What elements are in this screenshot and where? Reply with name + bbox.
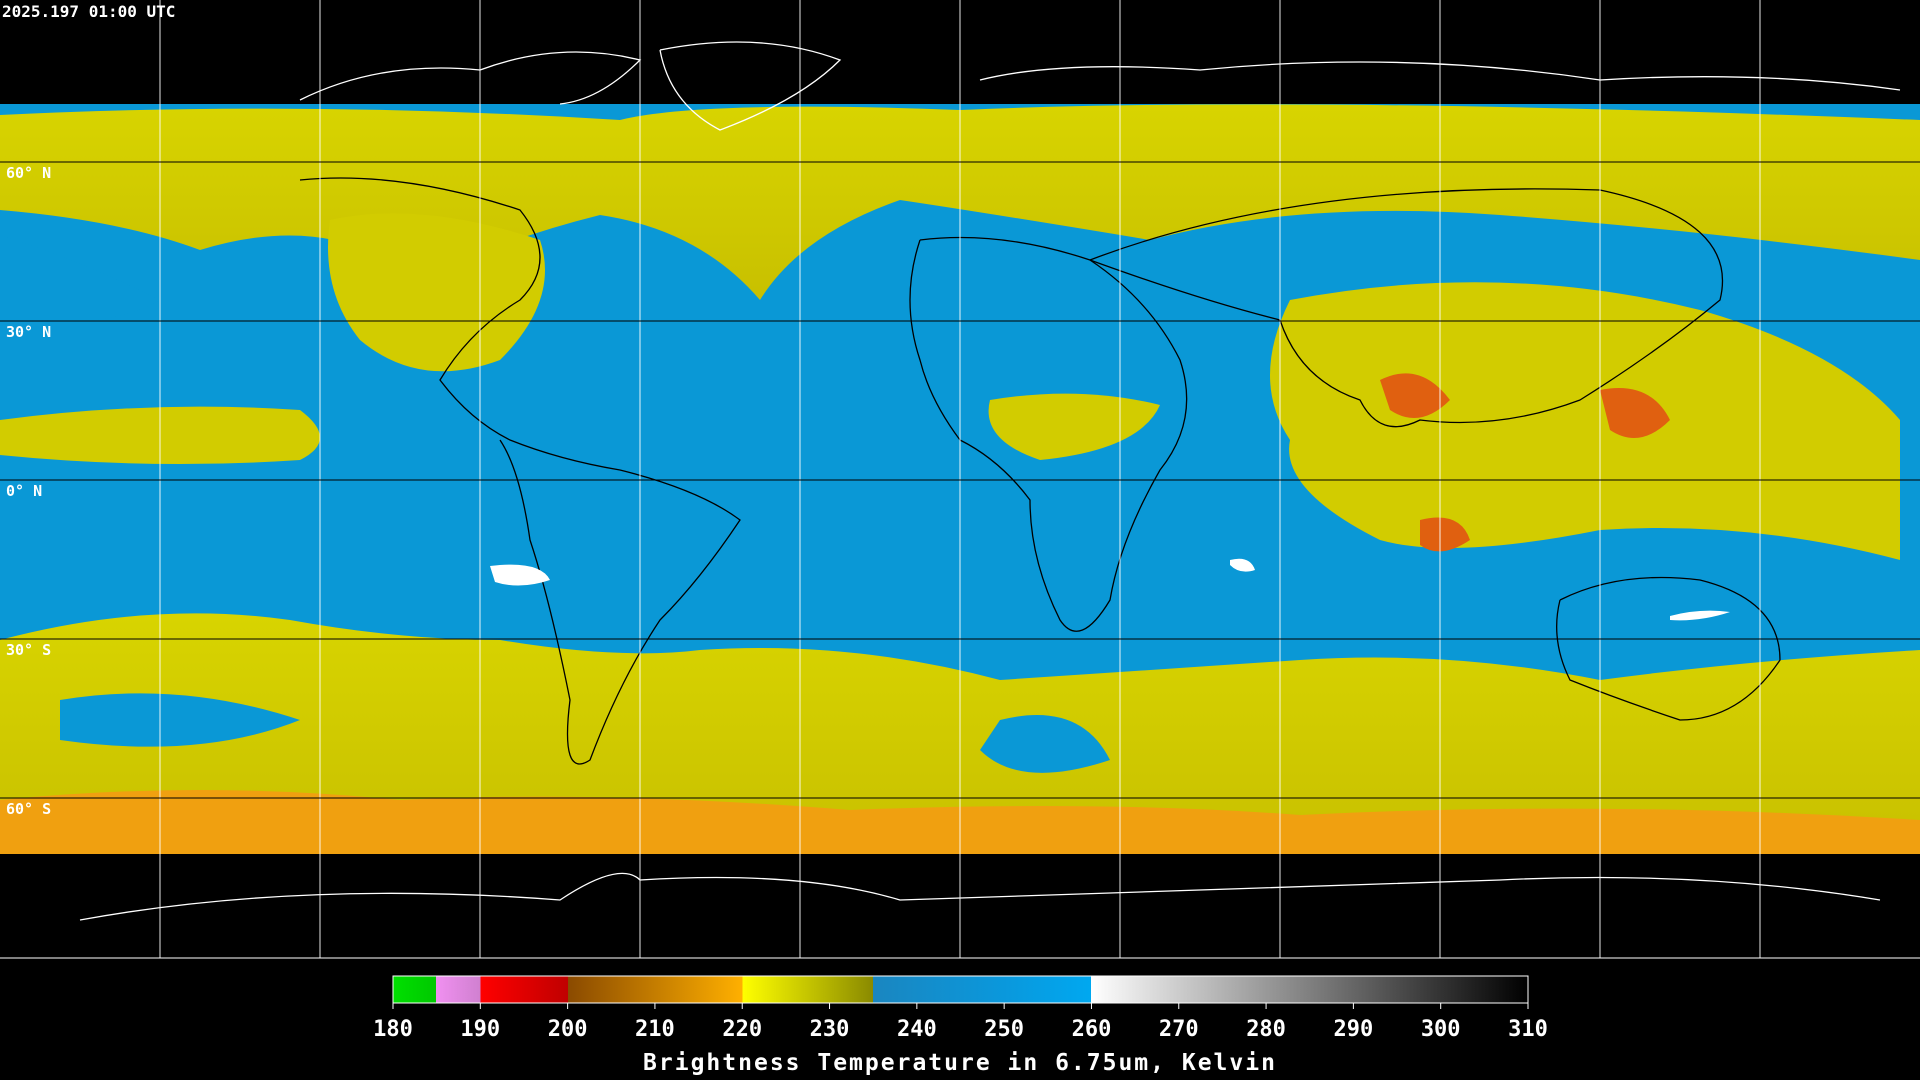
colorbar-tick-label: 190 [460,1017,500,1042]
colorbar-tick-label: 280 [1246,1017,1286,1042]
colorbar-tick-label: 210 [635,1017,675,1042]
colorbar-ticks: 180 190 200 210 220 230 240 250 260 270 280 290 300 3… [373,1003,1548,1042]
colorbar-tick-label: 270 [1159,1017,1199,1042]
colorbar-tick-label: 250 [984,1017,1024,1042]
graticule [0,0,1920,958]
colorbar-tick-label: 300 [1421,1017,1461,1042]
colorbar-tick-label: 180 [373,1017,413,1042]
colorbar-tick-label: 260 [1072,1017,1112,1042]
colorbar-tick-label: 240 [897,1017,937,1042]
colorbar-title: Brightness Temperature in 6.75um, Kelvin [643,1050,1277,1076]
latitude-label: 30° S [6,641,51,659]
timestamp: 2025.197 01:00 UTC [2,2,175,21]
latitude-label: 60° S [6,800,51,818]
latitude-label: 60° N [6,164,51,182]
colorbar-tick-label: 230 [810,1017,850,1042]
latitude-labels: 60° N 30° N 0° N 30° S 60° S [6,164,51,818]
colorbar-tick-label: 220 [722,1017,762,1042]
colorbar-tick-label: 290 [1334,1017,1374,1042]
colorbar-tick-label: 200 [548,1017,588,1042]
colorbar [392,975,1529,1004]
latitude-label: 0° N [6,482,42,500]
colorbar-tick-label: 310 [1508,1017,1548,1042]
latitude-label: 30° N [6,323,51,341]
